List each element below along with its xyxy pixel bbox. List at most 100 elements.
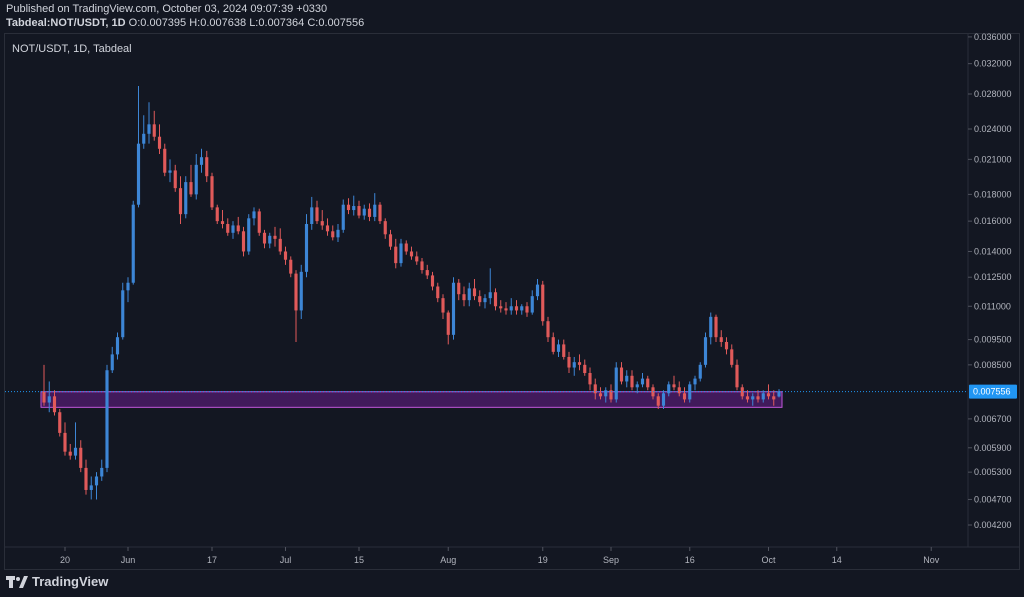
candle-body (341, 204, 345, 230)
candle (520, 304, 524, 315)
candle-body (163, 148, 167, 173)
candle (252, 207, 256, 226)
candle (761, 390, 765, 403)
candle (425, 264, 429, 280)
candle-body (693, 378, 697, 385)
candle (247, 214, 251, 255)
candle-body (556, 344, 561, 352)
time-tick-label: Nov (923, 555, 940, 565)
candle (262, 229, 267, 249)
candle-body (310, 207, 314, 224)
candle-body (504, 308, 508, 311)
price-tick-label: 0.014000 (974, 246, 1012, 256)
time-tick-label: 19 (538, 555, 548, 565)
price-tick-label: 0.024000 (974, 124, 1012, 134)
time-tick-label: 15 (354, 555, 364, 565)
candle (157, 124, 162, 155)
candle (231, 221, 235, 239)
candle (42, 364, 46, 406)
candle-body (672, 384, 676, 388)
tradingview-brand[interactable]: TradingView (6, 574, 108, 589)
candle (100, 459, 104, 481)
price-tick-label: 0.005900 (974, 443, 1012, 453)
price-tick-label: 0.006700 (974, 414, 1012, 424)
candle (646, 375, 650, 391)
candle-body (562, 344, 566, 357)
candle (535, 279, 540, 301)
candle (304, 214, 309, 278)
candle (415, 251, 419, 265)
candle-body (362, 208, 366, 216)
candle (336, 223, 340, 242)
candle-body (751, 396, 755, 400)
candle (751, 393, 755, 406)
candle (84, 459, 88, 495)
time-tick-label: Sep (603, 555, 619, 565)
chart-pane[interactable] (4, 33, 1020, 570)
candle (514, 300, 519, 315)
candle (268, 232, 272, 249)
candle-body (661, 393, 666, 406)
candle (283, 246, 288, 265)
candle-body (703, 337, 708, 365)
symbol-label: Tabdeal:NOT/USDT, 1D (6, 17, 126, 29)
candle (409, 246, 414, 260)
price-tick-label: 0.032000 (974, 59, 1012, 69)
candle (640, 373, 645, 388)
candle-body (525, 306, 529, 313)
candle-body (614, 367, 618, 400)
high-label: H: (189, 17, 201, 29)
candle (126, 277, 130, 303)
candle-body (247, 218, 251, 252)
candle-body (625, 375, 629, 382)
last-price-line: 0.007556 (5, 384, 1017, 399)
candle (241, 226, 246, 257)
candle-body (336, 229, 340, 238)
candle (210, 172, 214, 211)
candle (572, 356, 576, 376)
candle (525, 302, 529, 317)
candle (199, 148, 204, 173)
candle (73, 422, 78, 460)
candle-body (168, 170, 172, 173)
candle-body (294, 273, 298, 311)
candle-body (184, 182, 188, 215)
candle (661, 390, 666, 409)
candle (509, 298, 513, 315)
open-value: 0.007395 (140, 17, 187, 29)
candle-body (583, 364, 587, 374)
candle (567, 351, 571, 374)
time-tick-label: 14 (832, 555, 842, 565)
candle (367, 203, 372, 222)
candle (588, 367, 592, 391)
candle-body (478, 296, 482, 303)
candle-body (178, 188, 183, 215)
candle-body (630, 375, 634, 388)
candle (493, 288, 498, 311)
candle-body (331, 231, 335, 238)
time-axis: 20 Jun 17 Jul 15 Aug 19 Sep 16 Oct 14 Nov (5, 546, 1019, 565)
candle-body (441, 298, 445, 313)
candle-body (283, 251, 288, 260)
chart-symbol-label: NOT/USDT, 1D, Tabdeal (12, 43, 132, 55)
candle-body (420, 261, 424, 271)
candle (556, 339, 561, 357)
candle-body (593, 384, 597, 394)
candle-body (451, 282, 456, 335)
candle-body (79, 447, 83, 468)
candle-body (352, 206, 356, 211)
candle-body (262, 232, 267, 244)
candle (499, 300, 503, 313)
close-label: C: (307, 17, 319, 29)
low-value: 0.007364 (258, 17, 305, 29)
candle (630, 370, 634, 391)
candle-body (399, 243, 403, 264)
price-tick-label: 0.004200 (974, 520, 1012, 530)
candle (451, 277, 456, 340)
published-note: Published on TradingView.com, October 03… (6, 3, 328, 15)
candle (52, 390, 57, 416)
candle-body (147, 124, 151, 134)
candle-body (136, 143, 141, 205)
candle-body (373, 204, 377, 217)
